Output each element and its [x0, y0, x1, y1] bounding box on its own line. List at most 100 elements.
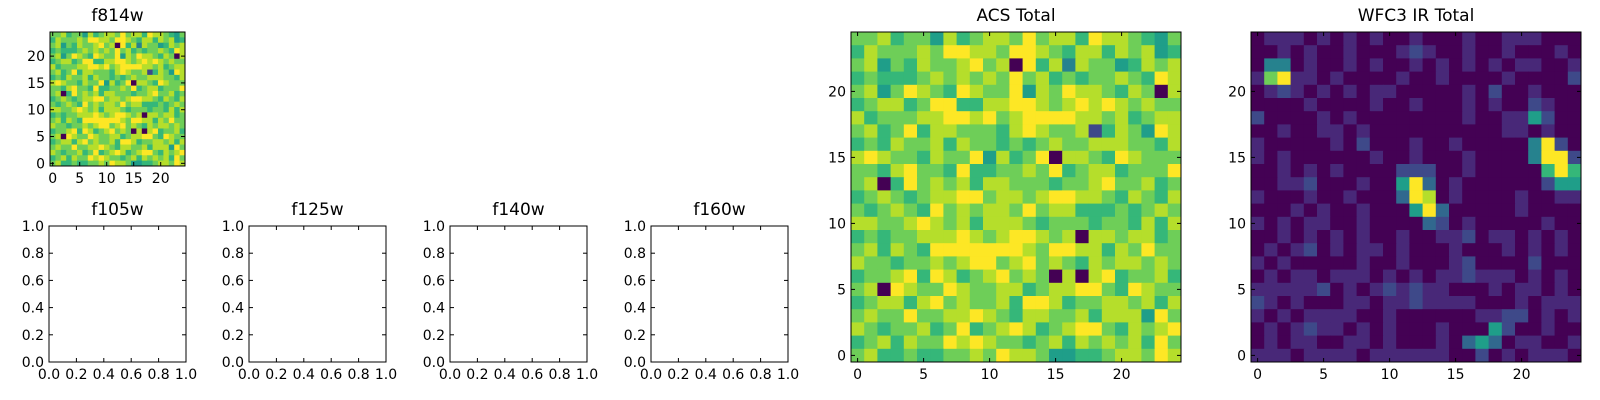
heatmap-cell	[1409, 111, 1424, 125]
heatmap-cell	[104, 58, 110, 65]
heatmap-cell	[98, 144, 105, 151]
heatmap-cell	[168, 133, 175, 140]
heatmap-cell	[131, 149, 137, 156]
heatmap-cell	[996, 309, 1010, 323]
heatmap-cell	[1435, 71, 1450, 86]
heatmap-cell	[1154, 348, 1169, 363]
heatmap-cell	[82, 64, 89, 71]
heatmap-cell	[1475, 32, 1490, 46]
heatmap-cell	[1251, 137, 1265, 152]
heatmap-cell	[1488, 177, 1503, 191]
heatmap-cell	[163, 96, 170, 103]
heatmap-cell	[1515, 230, 1529, 244]
heatmap-cell	[98, 64, 105, 71]
heatmap-cell	[1251, 150, 1265, 165]
heatmap-cell	[1277, 150, 1292, 165]
heatmap-cell	[1317, 32, 1331, 46]
heatmap-cell	[131, 42, 137, 49]
heatmap-cell	[1396, 177, 1410, 191]
heatmap-cell	[147, 85, 154, 92]
heatmap-cell	[104, 69, 110, 76]
heatmap-cell	[917, 335, 931, 350]
heatmap-cell	[969, 335, 984, 350]
heatmap-cell	[969, 282, 984, 297]
x-tick-label: 0.0	[439, 367, 461, 383]
heatmap-cell	[87, 149, 94, 156]
heatmap-cell	[1501, 137, 1516, 152]
heatmap-cell	[152, 64, 159, 71]
heatmap-cell	[152, 74, 159, 81]
heatmap-cell	[864, 335, 878, 350]
heatmap-cell	[943, 216, 958, 231]
heatmap-cell	[158, 80, 164, 87]
heatmap-cell	[956, 243, 971, 257]
heatmap-cell	[1541, 296, 1556, 310]
heatmap-cell	[109, 144, 116, 151]
heatmap-cell	[109, 74, 116, 81]
heatmap-cell	[1290, 256, 1305, 271]
heatmap-cell	[77, 74, 83, 81]
heatmap-cell	[956, 58, 971, 73]
heatmap-cell	[1409, 124, 1424, 139]
heatmap-cell	[1075, 309, 1090, 323]
heatmap-cell	[1088, 230, 1103, 244]
y-tick-label: 0.2	[423, 328, 445, 344]
heatmap-cell	[1009, 124, 1024, 139]
heatmap-cell	[1264, 111, 1278, 125]
heatmap-cell	[864, 243, 878, 257]
heatmap-cell	[109, 48, 116, 54]
heatmap-cell	[1515, 256, 1529, 271]
heatmap-cell	[1128, 124, 1142, 139]
heatmap-cell	[109, 69, 116, 76]
heatmap-cell	[168, 107, 175, 113]
heatmap-cell	[131, 53, 137, 60]
heatmap-cell	[168, 123, 175, 129]
heatmap-cell	[930, 243, 944, 257]
heatmap-cell	[1101, 71, 1116, 86]
heatmap-cell	[131, 48, 137, 54]
heatmap-cell	[1343, 243, 1358, 257]
heatmap-cell	[1462, 177, 1476, 191]
heatmap-cell	[1409, 230, 1424, 244]
heatmap-cell	[1369, 230, 1384, 244]
heatmap-cell	[114, 112, 121, 119]
heatmap-cell	[1356, 282, 1371, 297]
heatmap-cell	[1462, 98, 1476, 112]
heatmap-cell	[87, 139, 94, 146]
heatmap-cell	[174, 85, 181, 92]
axes-title: f140w	[492, 200, 545, 220]
heatmap-cell	[158, 128, 164, 135]
heatmap-cell	[1101, 348, 1116, 363]
heatmap-cell	[890, 190, 905, 205]
heatmap-cell	[1330, 243, 1344, 257]
heatmap-cell	[174, 90, 181, 97]
heatmap-cell	[66, 69, 73, 76]
heatmap-cell	[1475, 335, 1490, 350]
heatmap-cell	[1515, 84, 1529, 99]
heatmap-cell	[114, 58, 121, 65]
heatmap-cell	[66, 139, 73, 146]
heatmap-cell	[55, 58, 62, 65]
heatmap-cell	[125, 133, 132, 140]
heatmap-cell	[903, 348, 918, 363]
heatmap-cell	[1317, 98, 1331, 112]
heatmap-cell	[60, 58, 67, 65]
heatmap-cell	[55, 85, 62, 92]
heatmap-cell	[996, 124, 1010, 139]
heatmap-cell	[1528, 269, 1542, 284]
heatmap-cell	[1154, 309, 1169, 323]
heatmap-cell	[1290, 243, 1305, 257]
heatmap-cell	[1317, 190, 1331, 205]
heatmap-cell	[1501, 32, 1516, 46]
heatmap-cell	[983, 45, 997, 59]
heatmap-cell	[77, 123, 83, 129]
heatmap-cell	[956, 84, 971, 99]
heatmap-cell	[114, 123, 121, 129]
heatmap-cell	[1488, 32, 1503, 46]
heatmap-cell	[141, 58, 148, 65]
heatmap-cell	[1290, 71, 1305, 86]
heatmap-cell	[969, 190, 984, 205]
heatmap-cell	[104, 149, 110, 156]
heatmap-cell	[1167, 32, 1182, 46]
